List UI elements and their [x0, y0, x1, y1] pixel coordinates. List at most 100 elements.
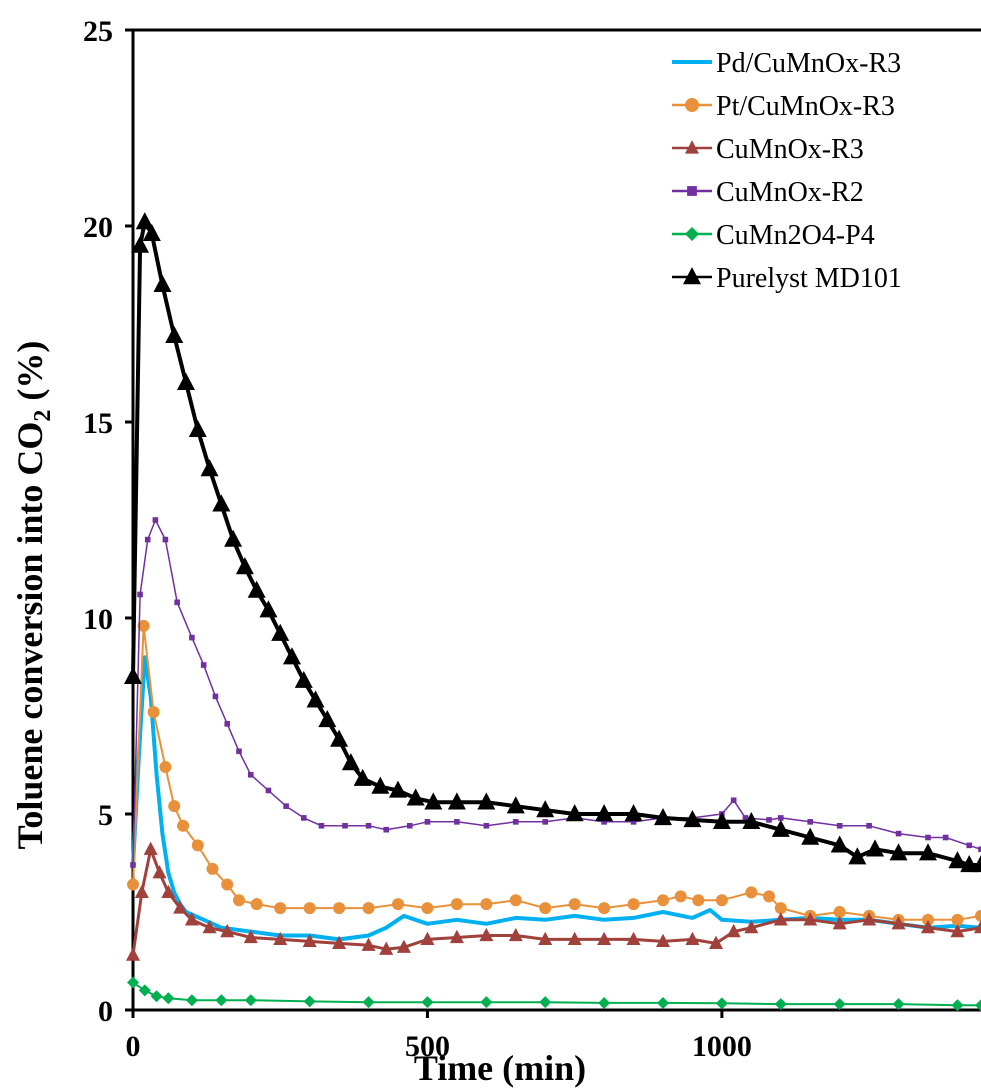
data-point — [774, 998, 787, 1011]
data-point — [745, 886, 758, 899]
data-point — [361, 937, 376, 951]
data-point — [243, 929, 258, 944]
data-point — [152, 865, 167, 879]
data-point — [389, 780, 407, 798]
legend: Pd/CuMnOx-R3 Pt/CuMnOx-R3 CuMnOx-R3 CuMnOx-… — [672, 48, 902, 294]
data-point — [215, 994, 228, 1007]
data-point — [124, 666, 142, 684]
data-point — [866, 822, 872, 829]
data-point — [142, 223, 161, 242]
legend-label: Purelyst MD101 — [716, 263, 902, 294]
data-point — [542, 819, 549, 825]
data-point — [177, 372, 195, 390]
data-point — [742, 815, 749, 821]
data-point — [392, 898, 404, 911]
data-point — [162, 536, 169, 543]
data-point — [627, 898, 640, 911]
y-tick-label: 5 — [98, 799, 113, 832]
y-axis-title-subscript: 2 — [30, 410, 56, 422]
data-point — [483, 822, 490, 829]
data-point — [134, 884, 149, 898]
data-point — [715, 997, 728, 1010]
data-point — [127, 976, 139, 989]
data-point — [730, 797, 737, 804]
data-point — [283, 647, 301, 665]
data-point — [274, 902, 287, 915]
series-4 — [127, 976, 981, 1012]
series-0 — [131, 655, 981, 942]
data-point — [379, 941, 394, 955]
legend-entry-0: Pd/CuMnOx-R3 — [672, 48, 901, 79]
data-point — [803, 912, 818, 926]
data-point — [774, 902, 787, 915]
data-point — [539, 902, 552, 915]
data-point — [189, 634, 195, 641]
data-point — [685, 227, 699, 241]
data-point — [975, 909, 981, 922]
data-point — [137, 591, 143, 598]
data-point — [173, 900, 188, 914]
data-point — [450, 898, 463, 911]
data-point — [598, 902, 611, 915]
legend-entry-2: CuMnOx-R3 — [672, 134, 864, 165]
data-point — [271, 623, 290, 641]
legend-entry-1: Pt/CuMnOx-R3 — [672, 91, 895, 122]
data-point — [200, 662, 207, 668]
data-point — [972, 855, 981, 873]
data-point — [371, 776, 390, 794]
data-point — [126, 947, 140, 961]
data-point — [657, 996, 669, 1009]
data-point — [630, 819, 637, 825]
data-point — [424, 819, 431, 825]
data-point — [565, 804, 584, 822]
data-point — [922, 913, 934, 926]
data-point — [950, 923, 965, 938]
data-point — [188, 419, 207, 438]
y-tick-label: 15 — [83, 407, 113, 440]
data-point — [396, 939, 411, 953]
legend-entry-4: CuMn2O4-P4 — [672, 220, 875, 251]
data-point — [447, 792, 466, 810]
series-5 — [124, 212, 981, 873]
data-point — [656, 933, 670, 947]
y-axis-title-main: Toluene conversion into CO — [10, 422, 50, 850]
data-point — [174, 599, 180, 606]
y-axis-title: Toluene conversion into CO2 (%) — [10, 341, 56, 850]
data-point — [212, 693, 219, 700]
data-point — [654, 808, 672, 826]
data-point — [598, 996, 611, 1009]
data-point — [807, 819, 814, 825]
data-point — [265, 787, 272, 794]
data-point — [283, 803, 289, 809]
data-point — [191, 839, 204, 852]
data-point — [206, 862, 219, 875]
data-point — [220, 923, 235, 938]
data-point — [137, 619, 150, 632]
data-point — [152, 517, 159, 523]
data-point — [601, 819, 607, 825]
x-tick-label: 500 — [405, 1030, 450, 1063]
series-1 — [127, 619, 981, 926]
data-point — [975, 999, 981, 1012]
data-point — [773, 912, 788, 926]
data-point — [508, 927, 523, 942]
data-point — [895, 830, 902, 837]
data-point — [744, 919, 759, 934]
data-point — [674, 890, 687, 903]
data-point — [538, 931, 553, 946]
data-point — [330, 729, 349, 747]
legend-entry-3: CuMnOx-R2 — [672, 177, 864, 208]
data-point — [159, 760, 172, 773]
data-point — [144, 536, 151, 543]
axes: 0 5 10 15 20 25 0 500 1000 — [83, 15, 981, 1063]
data-point — [421, 996, 434, 1009]
data-point — [318, 822, 325, 829]
data-point — [626, 931, 641, 946]
data-point — [624, 804, 643, 822]
data-point — [130, 862, 136, 868]
data-point — [235, 557, 254, 575]
data-point — [919, 843, 937, 861]
data-point — [951, 913, 964, 926]
series-line — [132, 981, 981, 1007]
